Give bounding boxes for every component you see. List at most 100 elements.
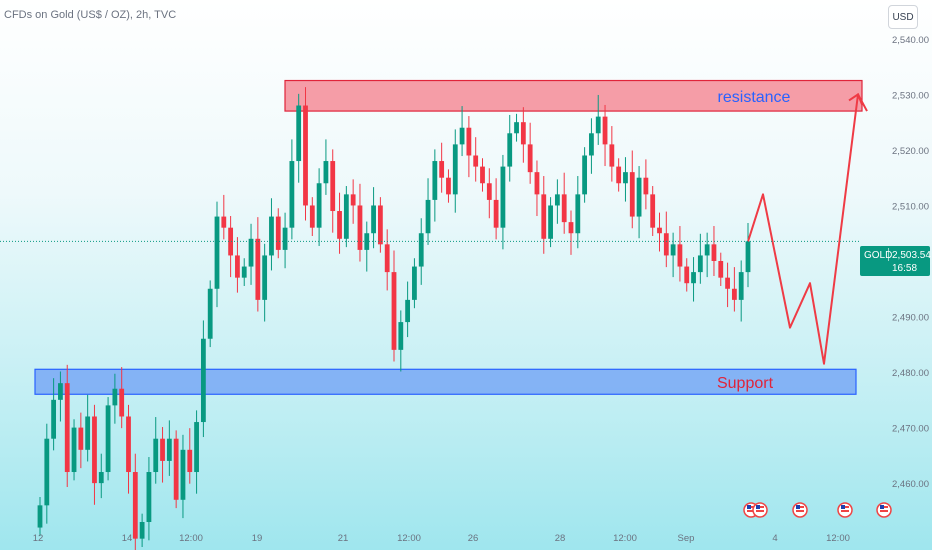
candle (98, 453, 104, 499)
candle-body (357, 205, 363, 250)
candle-body (480, 166, 485, 184)
candle (405, 281, 411, 338)
currency-button[interactable]: USD (888, 5, 918, 29)
candle-body (166, 438, 172, 461)
candle (391, 250, 397, 362)
candle (132, 453, 138, 550)
y-tick-label: 2,540.00 (892, 35, 929, 46)
candle-body (214, 216, 220, 289)
flag-stripe (841, 510, 849, 512)
candle (500, 154, 506, 250)
candle (309, 197, 315, 237)
candle-body (58, 383, 63, 400)
candle-body (527, 144, 533, 173)
candle-body (663, 233, 669, 256)
candle-body (616, 166, 622, 184)
candle-body (207, 288, 213, 339)
candle (200, 320, 206, 438)
candle-body (112, 388, 118, 406)
candle-body (119, 388, 125, 417)
candle-body (731, 288, 737, 300)
candle (71, 419, 77, 481)
candle-body (85, 416, 91, 450)
candle-body (44, 438, 50, 506)
candle-body (241, 266, 247, 278)
x-tick-label: 12:00 (397, 533, 421, 544)
resistance-zone (284, 79, 863, 112)
candle (670, 232, 676, 278)
candle (316, 168, 322, 247)
candle (636, 166, 642, 239)
flag-canton (880, 505, 884, 509)
support-label: Support (717, 375, 774, 392)
x-tick-label: 26 (468, 533, 479, 544)
price-symbol: GOLD (864, 250, 893, 261)
candle-body (98, 472, 104, 484)
candle-body (711, 244, 717, 261)
projection-arrowhead (848, 92, 863, 105)
candle (357, 183, 363, 262)
candle-body (221, 216, 227, 228)
candle (119, 367, 125, 429)
flag-stripe (880, 510, 888, 512)
candle (616, 158, 622, 192)
candle-body (589, 133, 594, 156)
candle-body (187, 449, 193, 473)
x-tick-label: 21 (338, 533, 349, 544)
candle-body (255, 238, 261, 300)
candle (561, 172, 567, 234)
candle-body (173, 438, 179, 500)
candles (37, 87, 751, 550)
candle (582, 147, 588, 203)
candle (180, 434, 186, 519)
candle-body (697, 255, 703, 273)
candle (718, 252, 724, 286)
candle (534, 160, 540, 217)
candle-body (64, 383, 70, 473)
candle (684, 258, 690, 292)
candle (663, 211, 669, 268)
candle (364, 221, 370, 272)
candle (343, 186, 349, 248)
candle-body (432, 161, 438, 200)
candle (704, 232, 710, 278)
candle-body (636, 177, 642, 217)
candle (377, 197, 383, 253)
candle-body (92, 416, 97, 484)
candle-body (282, 227, 288, 250)
candle (432, 149, 438, 222)
candle (350, 179, 356, 224)
candle (282, 212, 288, 269)
candle-body (623, 172, 628, 184)
candle (78, 412, 84, 469)
candle (262, 243, 268, 322)
us-flag-icon (752, 502, 768, 518)
candle-body (337, 211, 342, 239)
candle-body (602, 116, 608, 145)
candle-body (146, 472, 152, 522)
candle (568, 210, 574, 255)
candle (602, 104, 608, 167)
candle (575, 176, 581, 249)
candle-body (228, 227, 234, 256)
projection (747, 92, 868, 365)
candle (241, 258, 247, 286)
candle-body (439, 161, 445, 178)
x-tick-label: 12:00 (826, 533, 850, 544)
candle-body (684, 266, 690, 284)
candle-body (486, 183, 492, 200)
candle (194, 410, 199, 494)
candle (520, 107, 526, 163)
y-tick-label: 2,530.00 (892, 90, 929, 101)
candle-body (194, 422, 199, 473)
candle-body (200, 338, 206, 423)
y-tick-label: 2,490.00 (892, 313, 929, 324)
candle-body (289, 161, 295, 228)
projection-line (747, 93, 868, 365)
price-separator (888, 248, 889, 261)
candle-body (650, 194, 656, 228)
chart-title: CFDs on Gold (US$ / OZ), 2h, TVC (4, 9, 177, 21)
us-flag-icon (837, 502, 853, 518)
candle-body (459, 127, 465, 145)
